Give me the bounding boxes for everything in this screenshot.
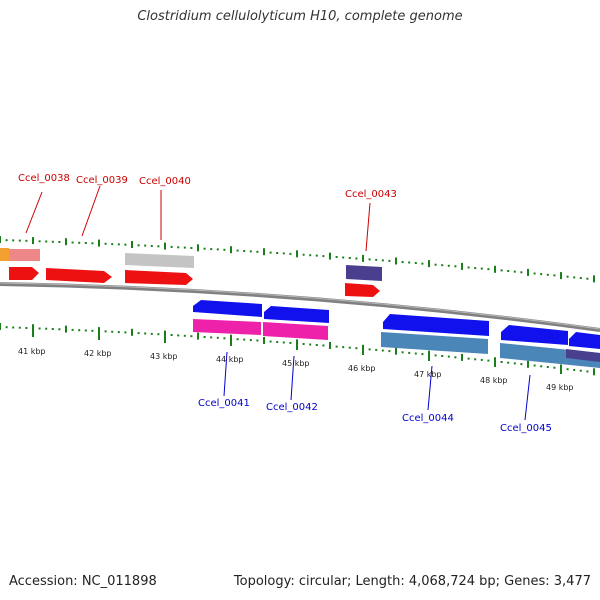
feature-blue-ccel-0041 [193, 300, 262, 317]
ruler-label-45: 45 kbp [282, 359, 310, 368]
feature-steel-ccel-0044 [381, 332, 488, 354]
feature-gray-ccel-0040 [125, 253, 194, 268]
feature-purple-ccel-0043 [346, 265, 382, 281]
accession-text: Accession: NC_011898 [9, 574, 157, 589]
ruler-label-43: 43 kbp [150, 352, 178, 361]
topology-text: Topology: circular; Length: 4,068,724 bp… [233, 574, 591, 589]
ruler-label-48: 48 kbp [480, 376, 508, 385]
feature-red-ccel-0040 [125, 270, 193, 285]
map-title: Clostridium cellulolyticum H10, complete… [137, 9, 463, 24]
gene-label-ccel-0040: Ccel_0040 [139, 176, 191, 187]
feature-red-ccel-0043 [345, 283, 380, 297]
feature-red-1 [9, 267, 39, 280]
feature-pink [9, 249, 40, 261]
ruler-label-41: 41 kbp [18, 347, 46, 356]
ruler-label-47: 47 kbp [414, 370, 442, 379]
gene-label-ccel-0043: Ccel_0043 [345, 189, 397, 200]
reverse-gene-labels: Ccel_0041 Ccel_0042 Ccel_0044 Ccel_0045 [198, 351, 552, 434]
feature-steel-ccel-0045 [500, 343, 600, 368]
forward-gene-labels: Ccel_0038 Ccel_0039 Ccel_0040 Ccel_0043 [18, 173, 397, 252]
feature-blue-ccel-0044 [383, 314, 489, 336]
forward-features [0, 248, 382, 297]
feature-blue-right-edge [569, 332, 600, 349]
gene-label-ccel-0041: Ccel_0041 [198, 398, 250, 409]
ruler-label-49: 49 kbp [546, 383, 574, 392]
ruler-label-42: 42 kbp [84, 349, 112, 358]
inner-ruler-ticks [0, 323, 595, 376]
feature-purple-right-edge [566, 349, 600, 362]
feature-blue-ccel-0045 [501, 325, 568, 345]
feature-magenta-ccel-0041 [193, 319, 261, 335]
gene-label-ccel-0042: Ccel_0042 [266, 402, 318, 413]
ruler-labels: 41 kbp 42 kbp 43 kbp 44 kbp 45 kbp 46 kb… [18, 330, 574, 392]
outer-ruler-ticks [0, 236, 595, 283]
ruler-label-44: 44 kbp [216, 355, 244, 364]
feature-red-ccel-0039 [46, 268, 112, 283]
gene-label-ccel-0038: Ccel_0038 [18, 173, 70, 184]
gene-label-ccel-0045: Ccel_0045 [500, 423, 552, 434]
feature-orange [0, 248, 9, 261]
genome-backbone [0, 282, 600, 332]
ruler-label-46: 46 kbp [348, 364, 376, 373]
gene-label-ccel-0044: Ccel_0044 [402, 413, 454, 424]
feature-magenta-ccel-0042 [263, 322, 328, 340]
feature-blue-ccel-0042 [264, 306, 329, 323]
gene-label-ccel-0039: Ccel_0039 [76, 175, 128, 186]
reverse-features [193, 300, 600, 368]
